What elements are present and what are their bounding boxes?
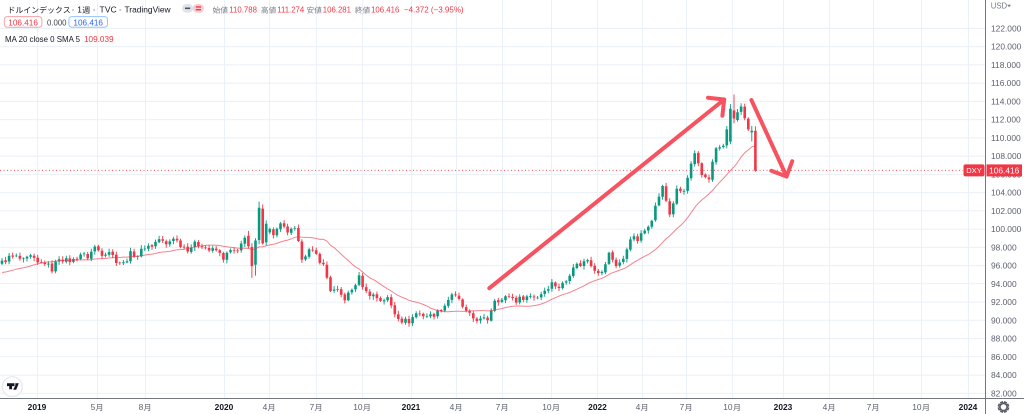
svg-text:120.000: 120.000	[991, 42, 1022, 52]
svg-text:−4.372 (−3.95%): −4.372 (−3.95%)	[404, 6, 464, 15]
svg-text:102.000: 102.000	[991, 206, 1022, 216]
svg-text:88.000: 88.000	[991, 334, 1017, 344]
svg-text:110.788: 110.788	[229, 6, 257, 15]
svg-text:100.000: 100.000	[991, 224, 1022, 234]
svg-text:4: 4	[263, 402, 268, 412]
svg-text:7: 7	[680, 402, 685, 412]
svg-text:4: 4	[636, 402, 641, 412]
svg-text:TradingView: TradingView	[125, 5, 172, 15]
svg-text:96.000: 96.000	[991, 261, 1017, 271]
svg-text:108.000: 108.000	[991, 151, 1022, 161]
svg-text:94.000: 94.000	[991, 279, 1017, 289]
svg-text:84.000: 84.000	[991, 370, 1017, 380]
svg-text:116.000: 116.000	[991, 78, 1021, 88]
svg-text:2019: 2019	[28, 402, 47, 412]
svg-text:4: 4	[823, 402, 828, 412]
svg-text:8: 8	[139, 402, 144, 412]
svg-text:112.000: 112.000	[991, 115, 1021, 125]
svg-text:2020: 2020	[215, 402, 234, 412]
svg-text:82.000: 82.000	[991, 388, 1017, 398]
svg-text:104.000: 104.000	[991, 188, 1022, 198]
svg-text:MA 20 close 0 SMA 5: MA 20 close 0 SMA 5	[5, 35, 81, 44]
svg-text:106.416: 106.416	[8, 18, 38, 27]
svg-text:10: 10	[542, 402, 552, 412]
svg-text:122.000: 122.000	[991, 23, 1022, 33]
svg-text:114.000: 114.000	[991, 96, 1021, 106]
svg-text:118.000: 118.000	[991, 60, 1021, 70]
svg-text:7: 7	[496, 402, 501, 412]
svg-text:USD: USD	[991, 2, 1008, 11]
svg-text:2022: 2022	[588, 402, 607, 412]
svg-text:92.000: 92.000	[991, 297, 1017, 307]
svg-text:2023: 2023	[774, 402, 793, 412]
svg-text:109.039: 109.039	[84, 35, 114, 44]
svg-text:106.416: 106.416	[371, 6, 399, 15]
svg-text:7: 7	[310, 402, 315, 412]
svg-text:7: 7	[867, 402, 872, 412]
svg-text:10: 10	[353, 402, 363, 412]
svg-text:·: ·	[119, 5, 122, 15]
svg-text:86.000: 86.000	[991, 352, 1017, 362]
svg-text:2024: 2024	[959, 402, 978, 412]
svg-text:106.416: 106.416	[73, 18, 103, 27]
svg-text:5: 5	[91, 402, 96, 412]
svg-text:106.281: 106.281	[323, 6, 351, 15]
svg-text:111.274: 111.274	[277, 6, 305, 15]
svg-text:1: 1	[77, 5, 82, 15]
svg-text:110.000: 110.000	[991, 133, 1021, 143]
svg-text:90.000: 90.000	[991, 315, 1017, 325]
svg-text:DXY: DXY	[966, 166, 982, 175]
svg-text:·: ·	[93, 5, 96, 15]
svg-text:TVC: TVC	[100, 5, 117, 15]
svg-text:10: 10	[723, 402, 733, 412]
svg-text:2021: 2021	[402, 402, 421, 412]
svg-text:10: 10	[912, 402, 922, 412]
svg-text:4: 4	[450, 402, 455, 412]
svg-text:0.000: 0.000	[47, 18, 67, 27]
svg-text:106.416: 106.416	[989, 165, 1020, 175]
svg-text:·: ·	[72, 5, 75, 15]
svg-text:98.000: 98.000	[991, 242, 1017, 252]
